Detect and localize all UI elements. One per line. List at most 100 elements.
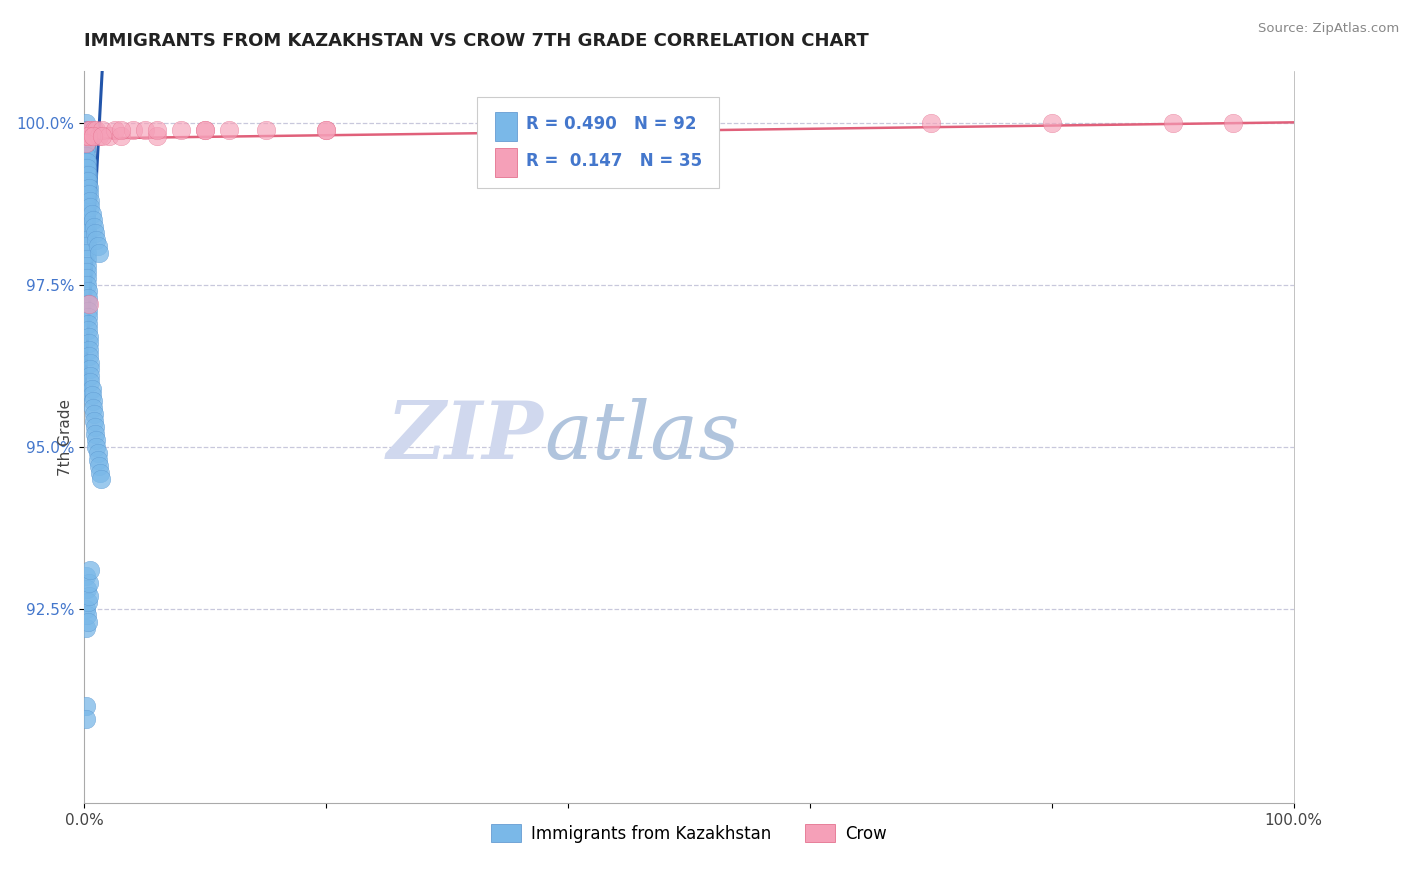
Point: [75, 136, 97, 150]
Point: [315, 122, 337, 136]
Point: [91, 129, 114, 144]
Point: [75, 129, 97, 144]
Point: [76, 582, 98, 597]
Point: [77, 343, 100, 357]
Point: [77, 336, 100, 351]
Point: [315, 122, 337, 136]
Point: [218, 122, 240, 136]
Bar: [495, 112, 517, 141]
Point: [79, 375, 101, 389]
Point: [79, 194, 101, 208]
Point: [77, 187, 100, 202]
Point: [80, 388, 103, 402]
Point: [75, 142, 97, 156]
Point: [82, 401, 104, 415]
Point: [75, 207, 97, 221]
Point: [75, 200, 97, 214]
Point: [75, 136, 97, 150]
Point: [77, 317, 100, 331]
Point: [75, 161, 97, 176]
Point: [77, 595, 100, 609]
Point: [75, 116, 97, 130]
Point: [77, 122, 100, 136]
Text: atlas: atlas: [544, 399, 740, 475]
Point: [82, 394, 104, 409]
Point: [75, 148, 97, 162]
Point: [83, 414, 105, 428]
Point: [83, 408, 105, 422]
Point: [77, 323, 100, 337]
Point: [80, 207, 103, 221]
Point: [75, 187, 97, 202]
Point: [86, 452, 108, 467]
Point: [86, 122, 108, 136]
Point: [75, 136, 97, 150]
Point: [79, 356, 101, 370]
Point: [86, 233, 108, 247]
Point: [75, 174, 97, 188]
Point: [87, 129, 110, 144]
Point: [86, 434, 108, 448]
Point: [170, 122, 193, 136]
Point: [75, 213, 97, 227]
Point: [75, 122, 97, 136]
Point: [75, 142, 97, 156]
Point: [75, 181, 97, 195]
Point: [76, 245, 98, 260]
Point: [77, 349, 100, 363]
Point: [79, 362, 101, 376]
Point: [90, 472, 112, 486]
Point: [110, 129, 132, 144]
Point: [77, 330, 100, 344]
Point: [91, 122, 114, 136]
Point: [1040, 116, 1063, 130]
Point: [79, 122, 101, 136]
Point: [76, 226, 98, 240]
Text: IMMIGRANTS FROM KAZAKHSTAN VS CROW 7TH GRADE CORRELATION CHART: IMMIGRANTS FROM KAZAKHSTAN VS CROW 7TH G…: [84, 32, 869, 50]
Point: [121, 122, 143, 136]
Point: [79, 563, 101, 577]
Point: [77, 285, 100, 299]
Point: [76, 265, 98, 279]
Point: [77, 297, 100, 311]
Point: [75, 698, 97, 713]
Point: [80, 129, 103, 144]
Point: [77, 303, 100, 318]
Point: [76, 259, 98, 273]
Point: [75, 129, 97, 144]
Point: [82, 129, 104, 144]
Bar: [495, 148, 517, 178]
Point: [83, 219, 105, 234]
Point: [77, 174, 100, 188]
Point: [86, 440, 108, 454]
Point: [75, 122, 97, 136]
Point: [104, 122, 127, 136]
Point: [77, 615, 100, 629]
Text: R = 0.490   N = 92: R = 0.490 N = 92: [526, 115, 696, 133]
Point: [75, 129, 97, 144]
Point: [76, 233, 98, 247]
Point: [86, 239, 108, 253]
Point: [75, 148, 97, 162]
Point: [1222, 116, 1244, 130]
Point: [79, 200, 101, 214]
Point: [254, 122, 277, 136]
Y-axis label: 7th Grade: 7th Grade: [58, 399, 73, 475]
Point: [1161, 116, 1184, 130]
Point: [920, 116, 942, 130]
Point: [97, 129, 120, 144]
Point: [110, 122, 132, 136]
Point: [75, 136, 97, 150]
Point: [77, 589, 100, 603]
Point: [146, 122, 169, 136]
Point: [76, 271, 98, 285]
Point: [82, 213, 104, 227]
Point: [678, 116, 700, 130]
Point: [77, 168, 100, 182]
Point: [76, 155, 98, 169]
Text: ZIP: ZIP: [387, 399, 544, 475]
Point: [75, 142, 97, 156]
Point: [194, 122, 217, 136]
FancyBboxPatch shape: [478, 97, 720, 188]
Point: [84, 420, 107, 434]
